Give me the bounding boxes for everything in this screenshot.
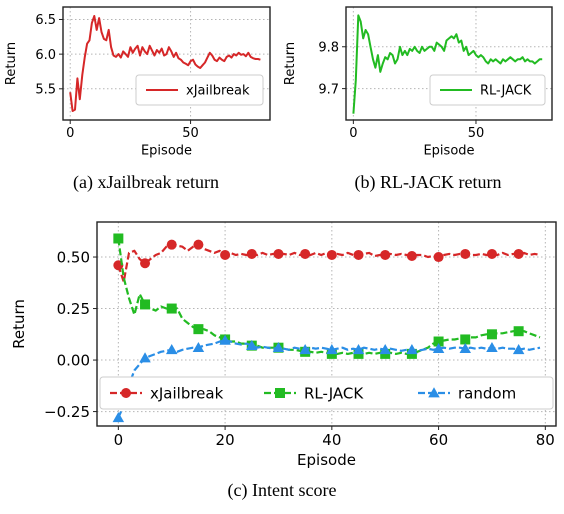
legend-box (99, 376, 554, 410)
x-tick-label: 50 (182, 126, 199, 141)
plot-frame (345, 6, 553, 121)
legend-label-random: random (458, 384, 516, 402)
data-point-xjailbreak (486, 248, 497, 259)
y-tick-label: 6.0 (35, 48, 56, 63)
data-point-random (512, 344, 525, 355)
y-tick-label: 9.7 (318, 82, 339, 97)
plot-series-group (112, 233, 541, 423)
data-point-rl-jack (113, 233, 124, 244)
data-point-random (219, 334, 231, 345)
data-point-rl-jack (460, 334, 471, 345)
y-axis-label: Return (4, 42, 19, 85)
data-point-random (246, 339, 258, 350)
data-point-xjailbreak (220, 249, 231, 260)
plot-frame (62, 6, 271, 121)
data-point-random (299, 344, 311, 355)
legend-marker-random (428, 387, 440, 398)
chart-rl-jack-return: 0 50 9.7 9.8 Episode Return RL-JACK (283, 6, 553, 159)
y-tick-label: 9.8 (318, 40, 339, 55)
data-point-random (272, 341, 285, 353)
y-tick-label: 6.5 (35, 13, 56, 28)
caption-a: (a) xJailbreak return (73, 172, 219, 192)
legend-marker-xjailbreak (121, 388, 131, 398)
x-tick-label: 0 (66, 126, 74, 141)
data-point-rl-jack (513, 326, 524, 337)
data-point-rl-jack (193, 324, 204, 335)
data-point-xjailbreak (433, 252, 444, 263)
x-axis-label: Episode (141, 144, 192, 159)
data-point-rl-jack (433, 336, 444, 347)
x-tick-label: 20 (216, 431, 235, 449)
plot-frame (96, 221, 557, 427)
caption-b: (b) RL-JACK return (354, 172, 502, 192)
chart-intent-score: 0 20 40 60 80 −0.25 0.00 0.25 0.50 Episode Return x… (10, 221, 557, 469)
legend-label-rl-jack: RL-JACK (480, 84, 532, 99)
data-point-xjailbreak (246, 248, 257, 259)
series-line-xjailbreak (69, 15, 261, 112)
data-point-rl-jack (140, 299, 151, 310)
data-point-random (406, 344, 418, 355)
x-axis-label: Episode (423, 144, 474, 159)
y-tick-label: 0.00 (57, 351, 90, 369)
legend-box (135, 74, 264, 106)
legend-label-xjailbreak: xJailbreak (186, 84, 250, 99)
y-tick-label: 0.25 (57, 300, 90, 318)
data-point-random (192, 341, 205, 353)
plot-series-group (69, 15, 261, 112)
data-point-xjailbreak (460, 248, 471, 259)
legend-box (429, 74, 546, 106)
data-point-xjailbreak (380, 249, 391, 260)
data-point-random (112, 412, 125, 423)
legend-marker-rl-jack (275, 388, 285, 398)
data-point-random (379, 344, 391, 355)
data-point-xjailbreak (406, 251, 417, 261)
data-point-random (486, 341, 498, 353)
y-tick-label: 5.5 (35, 82, 56, 97)
data-point-xjailbreak (326, 249, 337, 260)
data-point-xjailbreak (513, 248, 524, 259)
series-line-random (117, 339, 541, 419)
y-tick-label: 0.50 (57, 248, 90, 266)
caption-c: (c) Intent score (227, 480, 337, 500)
data-point-random (459, 342, 472, 354)
x-tick-label: 80 (536, 431, 555, 449)
x-axis-label: Episode (297, 451, 356, 469)
data-point-xjailbreak (193, 239, 204, 250)
y-axis-label: Return (283, 42, 298, 85)
data-point-xjailbreak (300, 248, 311, 259)
x-tick-label: 0 (349, 126, 357, 141)
legend-label-rl-jack: RL-JACK (304, 384, 364, 402)
data-point-random (165, 344, 178, 355)
data-point-random (352, 344, 365, 355)
plot-series-group (352, 14, 543, 114)
chart-xjailbreak-return: 0 50 5.5 6.0 6.5 Episode Return xJailbreak (4, 6, 271, 159)
series-line-rl-jack (352, 14, 543, 114)
x-tick-label: 50 (468, 126, 485, 141)
data-point-random (139, 352, 151, 363)
data-point-xjailbreak (140, 258, 151, 269)
data-point-xjailbreak (353, 249, 364, 260)
legend-label-xjailbreak: xJailbreak (150, 384, 224, 402)
data-point-rl-jack (166, 303, 177, 314)
data-point-xjailbreak (166, 239, 177, 250)
x-tick-label: 0 (114, 431, 124, 449)
x-tick-label: 40 (322, 431, 341, 449)
data-point-random (326, 344, 338, 355)
x-tick-label: 60 (429, 431, 448, 449)
data-point-rl-jack (486, 329, 497, 340)
y-tick-label: −0.25 (44, 403, 90, 421)
data-point-random (432, 342, 445, 354)
y-axis-label: Return (10, 299, 28, 349)
data-point-xjailbreak (273, 248, 284, 259)
